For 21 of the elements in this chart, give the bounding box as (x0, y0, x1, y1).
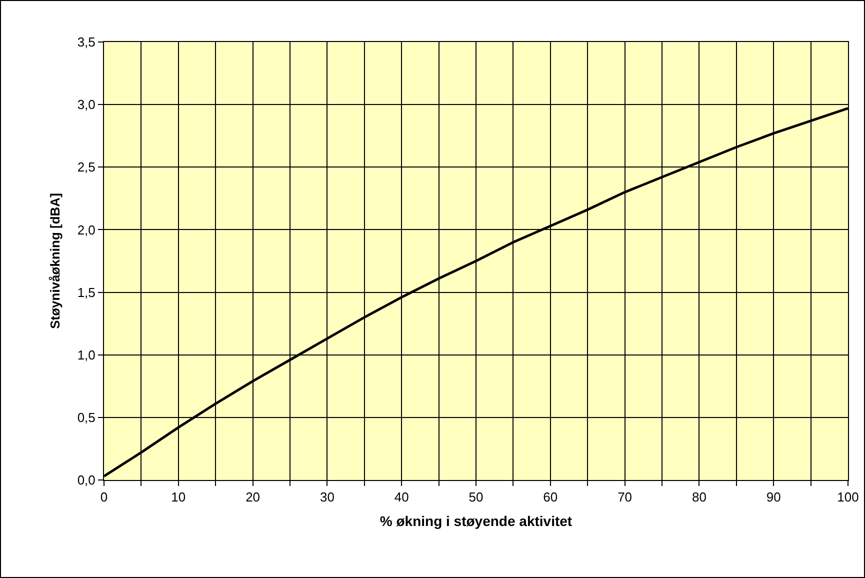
y-tick-label: 3,5 (77, 34, 96, 50)
y-tick-label: 0,0 (77, 472, 96, 488)
y-tick-label: 3,0 (77, 97, 96, 112)
y-tick-label: 1,5 (77, 284, 96, 300)
x-tick-label: 90 (766, 490, 781, 505)
x-tick-label: 80 (692, 490, 706, 505)
y-tick-label: 2,0 (77, 222, 96, 238)
y-tick-label: 0,5 (77, 410, 96, 425)
x-tick-label: 50 (468, 490, 484, 505)
x-tick-label: 60 (543, 490, 558, 505)
x-tick-label: 30 (320, 490, 334, 505)
x-tick-label: 0 (100, 490, 108, 505)
y-axis-title: Støynivåøkning [dBA] (47, 193, 62, 329)
x-tick-label: 70 (618, 490, 632, 505)
x-tick-label: 40 (394, 490, 409, 505)
y-tick-label: 1,0 (77, 347, 96, 362)
x-tick-label: 20 (246, 490, 260, 505)
x-tick-label: 100 (837, 490, 859, 505)
x-tick-label: 10 (171, 490, 186, 505)
y-tick-label: 2,5 (77, 160, 96, 175)
x-axis-title: % økning i støyende aktivitet (380, 512, 572, 529)
